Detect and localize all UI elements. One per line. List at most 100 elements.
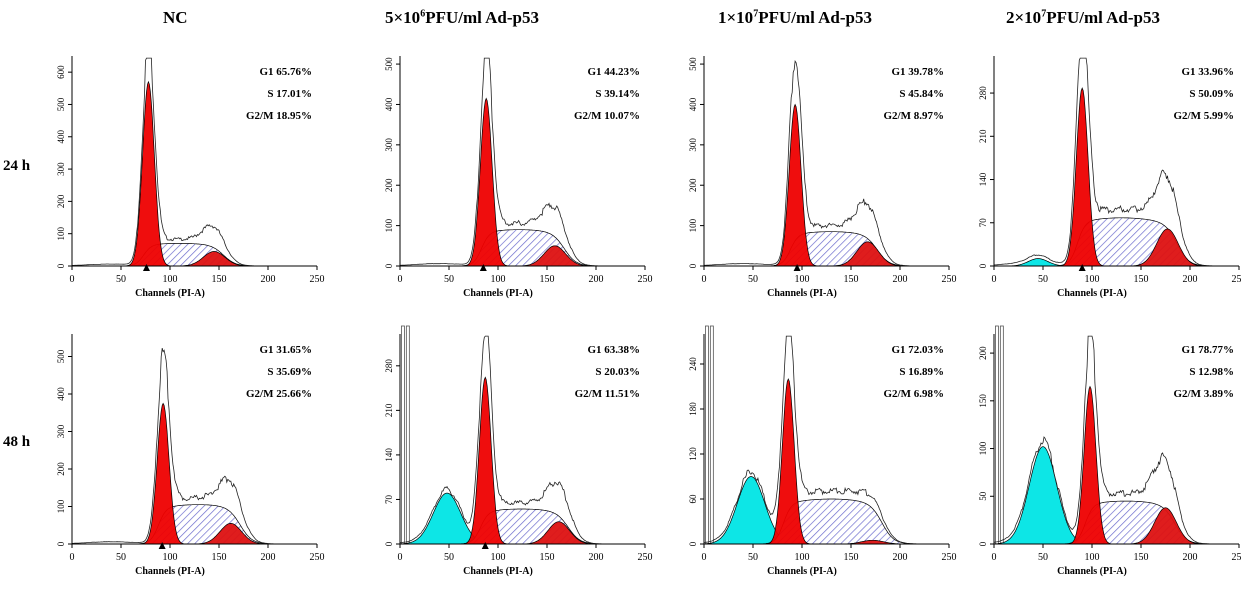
x-tick-label: 100 bbox=[1085, 552, 1100, 563]
x-tick-label: 50 bbox=[748, 274, 758, 285]
y-tick-label: 200 bbox=[56, 462, 66, 476]
stat-g1: G1 65.76% bbox=[259, 66, 312, 78]
stat-g1: G1 31.65% bbox=[259, 344, 312, 356]
x-tick-label: 50 bbox=[444, 552, 454, 563]
x-tick-label: 250 bbox=[1232, 552, 1241, 563]
stat-s: S 50.09% bbox=[1189, 88, 1234, 100]
x-tick-label: 0 bbox=[398, 274, 403, 285]
stat-s: S 16.89% bbox=[899, 366, 944, 378]
y-tick-label: 200 bbox=[384, 178, 394, 192]
x-tick-label: 200 bbox=[893, 552, 908, 563]
y-tick-label: 50 bbox=[978, 491, 988, 501]
y-tick-label: 0 bbox=[56, 263, 66, 268]
x-tick-label: 150 bbox=[212, 274, 227, 285]
x-axis-label: Channels (PI-A) bbox=[1057, 288, 1127, 299]
y-tick-label: 200 bbox=[688, 178, 698, 192]
s-phase-area bbox=[704, 232, 949, 266]
y-tick-label: 0 bbox=[56, 541, 66, 546]
x-tick-label: 200 bbox=[589, 274, 604, 285]
x-tick-label: 150 bbox=[1134, 552, 1149, 563]
stat-g1: G1 78.77% bbox=[1181, 344, 1234, 356]
y-tick-label: 100 bbox=[56, 226, 66, 240]
y-tick-label: 0 bbox=[978, 541, 988, 546]
x-tick-label: 100 bbox=[163, 274, 178, 285]
stat-s: S 39.14% bbox=[595, 88, 640, 100]
y-tick-label: 400 bbox=[56, 387, 66, 401]
stat-s: S 20.03% bbox=[595, 366, 640, 378]
column-title-nc: NC bbox=[163, 8, 188, 28]
y-tick-label: 400 bbox=[56, 130, 66, 144]
stat-g1: G1 63.38% bbox=[587, 344, 640, 356]
y-tick-label: 300 bbox=[384, 138, 394, 152]
y-tick-label: 210 bbox=[978, 129, 988, 143]
y-tick-label: 500 bbox=[56, 97, 66, 111]
y-tick-label: 140 bbox=[384, 448, 394, 462]
y-tick-label: 500 bbox=[688, 57, 698, 71]
y-tick-label: 150 bbox=[978, 394, 988, 408]
x-tick-label: 0 bbox=[398, 552, 403, 563]
stat-g2m: G2/M 18.95% bbox=[246, 110, 312, 122]
y-tick-label: 200 bbox=[56, 194, 66, 208]
stat-g2m: G2/M 11.51% bbox=[575, 388, 640, 400]
y-tick-label: 200 bbox=[978, 346, 988, 360]
histogram-svg: 050100150200250050100150200Channels (PI-… bbox=[962, 316, 1241, 608]
x-tick-label: 150 bbox=[212, 552, 227, 563]
y-tick-label: 60 bbox=[688, 494, 698, 504]
column-title-2e7: 2×107PFU/ml Ad-p53 bbox=[1006, 8, 1160, 28]
y-tick-label: 140 bbox=[978, 172, 988, 186]
x-tick-label: 250 bbox=[1232, 274, 1241, 285]
y-tick-label: 210 bbox=[384, 403, 394, 417]
x-tick-label: 150 bbox=[844, 552, 859, 563]
stat-s: S 12.98% bbox=[1189, 366, 1234, 378]
gate-bar bbox=[401, 326, 404, 544]
x-tick-label: 250 bbox=[942, 274, 957, 285]
y-tick-label: 0 bbox=[384, 541, 394, 546]
y-tick-label: 0 bbox=[978, 263, 988, 268]
y-tick-label: 100 bbox=[978, 441, 988, 455]
stat-s: S 35.69% bbox=[267, 366, 312, 378]
y-tick-label: 0 bbox=[688, 541, 698, 546]
y-tick-label: 70 bbox=[384, 494, 394, 504]
stat-g2m: G2/M 10.07% bbox=[574, 110, 640, 122]
y-tick-label: 500 bbox=[384, 57, 394, 71]
x-tick-label: 200 bbox=[1183, 274, 1198, 285]
x-tick-label: 50 bbox=[116, 552, 126, 563]
x-tick-label: 100 bbox=[795, 552, 810, 563]
y-tick-label: 120 bbox=[688, 447, 698, 461]
stat-s: S 17.01% bbox=[267, 88, 312, 100]
y-tick-label: 400 bbox=[688, 97, 698, 111]
x-tick-label: 150 bbox=[1134, 274, 1149, 285]
y-tick-label: 100 bbox=[56, 499, 66, 513]
gate-bar bbox=[710, 326, 713, 544]
x-tick-label: 0 bbox=[702, 274, 707, 285]
x-tick-label: 250 bbox=[942, 552, 957, 563]
gate-bar bbox=[705, 326, 708, 544]
y-tick-label: 280 bbox=[384, 359, 394, 373]
x-tick-label: 250 bbox=[310, 274, 325, 285]
x-axis-label: Channels (PI-A) bbox=[135, 566, 205, 577]
gate-bar bbox=[406, 326, 409, 544]
x-axis-label: Channels (PI-A) bbox=[463, 288, 533, 299]
y-tick-label: 100 bbox=[688, 218, 698, 232]
x-axis-label: Channels (PI-A) bbox=[463, 566, 533, 577]
stat-g1: G1 33.96% bbox=[1181, 66, 1234, 78]
stat-g2m: G2/M 25.66% bbox=[246, 388, 312, 400]
row-label-24h: 24 h bbox=[3, 158, 30, 175]
x-tick-label: 50 bbox=[748, 552, 758, 563]
y-tick-label: 70 bbox=[978, 218, 988, 228]
histogram-panel-48h-2e7: 050100150200250050100150200Channels (PI-… bbox=[962, 316, 1241, 608]
s-phase-area bbox=[994, 218, 1239, 266]
y-tick-label: 600 bbox=[56, 65, 66, 79]
column-title-5e6: 5×106PFU/ml Ad-p53 bbox=[385, 8, 539, 28]
x-axis-label: Channels (PI-A) bbox=[135, 288, 205, 299]
stat-g1: G1 44.23% bbox=[587, 66, 640, 78]
stat-g2m: G2/M 8.97% bbox=[884, 110, 945, 122]
x-tick-label: 0 bbox=[992, 552, 997, 563]
x-tick-label: 0 bbox=[70, 552, 75, 563]
